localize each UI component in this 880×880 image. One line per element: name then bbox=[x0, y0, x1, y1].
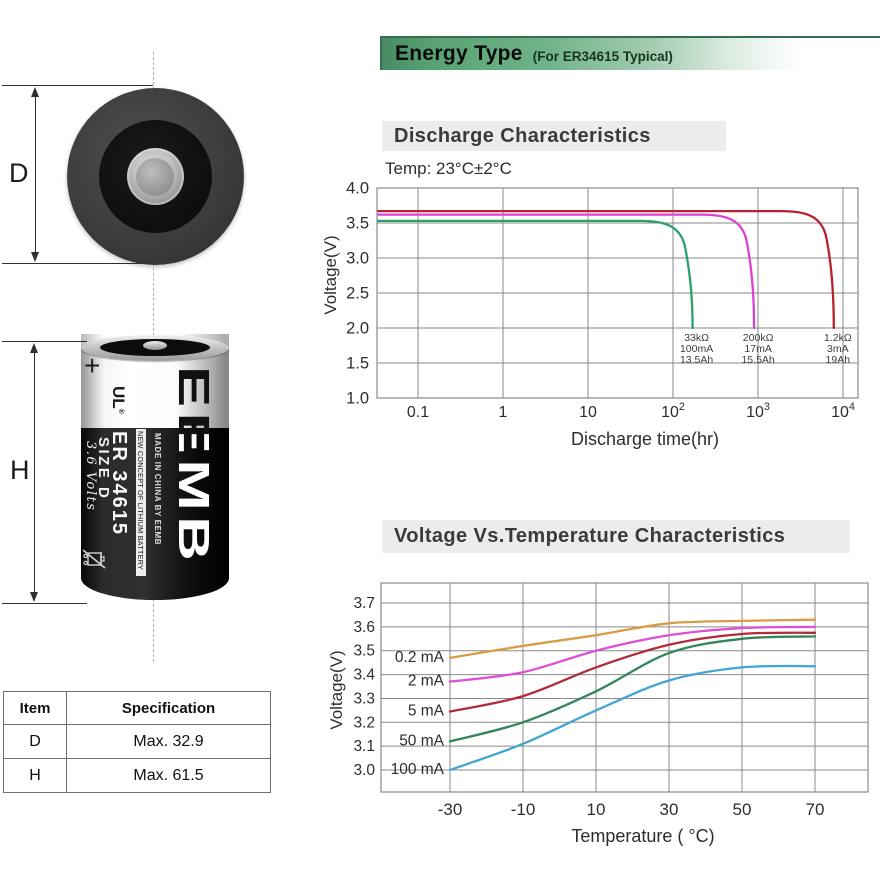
battery-strip-vertical-text: NEW CONCEPT OF LITHIUM BATTERY bbox=[136, 431, 145, 570]
x-tick-label: -10 bbox=[511, 800, 536, 819]
dim-d-arrow-shaft bbox=[34, 93, 36, 256]
x-tick-label: 10 bbox=[587, 800, 606, 819]
series-label: 50 mA bbox=[399, 732, 444, 749]
energy-type-banner: Energy Type (For ER34615 Typical) bbox=[380, 36, 880, 70]
table-row: H Max. 61.5 bbox=[3, 758, 271, 793]
spec-table-header-spec: Specification bbox=[66, 691, 271, 725]
dim-h-arrow-down-icon bbox=[30, 592, 38, 602]
spec-row-h-value: Max. 61.5 bbox=[66, 758, 271, 793]
y-tick-label: 4.0 bbox=[346, 180, 369, 198]
y-tick-label: 3.2 bbox=[353, 714, 375, 731]
series-line-0.2 mA bbox=[448, 618, 817, 660]
spec-row-h-item: H bbox=[3, 758, 67, 793]
y-tick-label: 3.7 bbox=[353, 595, 375, 612]
series-annotation: 15.5Ah bbox=[741, 354, 774, 366]
energy-type-subtitle: (For ER34615 Typical) bbox=[532, 48, 673, 64]
plot-border bbox=[376, 187, 859, 399]
plot-border bbox=[380, 582, 869, 793]
y-tick-label: 3.5 bbox=[346, 215, 369, 233]
dimension-d-label: D bbox=[9, 158, 29, 188]
series-label: 5 mA bbox=[408, 703, 445, 720]
series-label: 2 mA bbox=[408, 673, 445, 690]
series-line-33kΩ 100mA 13.5Ah bbox=[376, 219, 694, 330]
x-tick-label: 104 bbox=[831, 401, 855, 421]
crossed-bin-icon bbox=[82, 549, 106, 569]
series-line-5 mA bbox=[448, 631, 817, 713]
voltage-temp-section-heading: Voltage Vs.Temperature Characteristics bbox=[382, 520, 850, 553]
y-tick-label: 3.0 bbox=[346, 250, 369, 268]
y-tick-label: 1.0 bbox=[346, 390, 369, 408]
y-tick-label: 3.6 bbox=[353, 619, 375, 636]
battery-madein-vertical-text: MADE IN CHINA BY EEMB bbox=[153, 433, 162, 546]
dim-d-top-line bbox=[2, 85, 153, 86]
y-tick-label: 3.1 bbox=[353, 738, 375, 755]
series-annotation: 200kΩ bbox=[743, 332, 774, 344]
series-annotation: 100mA bbox=[680, 343, 713, 355]
series-annotation: 3mA bbox=[827, 343, 849, 355]
spec-table: Item Specification D Max. 32.9 H Max. 61… bbox=[3, 691, 271, 793]
battery-model-vertical-text: ER 34615 bbox=[108, 431, 130, 536]
series-annotation: 1.2kΩ bbox=[824, 332, 852, 344]
y-tick-label: 3.0 bbox=[353, 762, 375, 779]
series-annotation: 19Ah bbox=[826, 354, 851, 366]
discharge-x-axis-label: Discharge time(hr) bbox=[570, 429, 720, 449]
discharge-temp-note: Temp: 23°C±2°C bbox=[385, 159, 512, 178]
spec-row-d-value: Max. 32.9 bbox=[66, 724, 271, 759]
x-tick-label: 1 bbox=[499, 404, 508, 421]
battery-cap-terminal-nub bbox=[143, 341, 167, 350]
battery-body-black bbox=[81, 428, 229, 600]
x-tick-label: 30 bbox=[660, 800, 679, 819]
x-tick-label: 70 bbox=[806, 800, 825, 819]
discharge-chart: 0.1 1 10 102 103 104 4.0 3.5 3.0 2.5 2.0 1.5 1.0 33kΩ… bbox=[346, 180, 859, 421]
dim-h-arrow-shaft bbox=[33, 349, 35, 596]
series-label: 100 mA bbox=[391, 761, 445, 778]
x-tick-label: 10 bbox=[579, 404, 597, 421]
x-tick-label: 102 bbox=[661, 401, 685, 421]
temp-x-axis-label: Temperature ( °C) bbox=[571, 826, 715, 846]
battery-top-terminal-button bbox=[127, 148, 184, 205]
y-tick-label: 3.4 bbox=[353, 667, 375, 684]
brand-logo-vertical: EEMB EEMB bbox=[176, 366, 214, 566]
series-line-1.2kΩ 3mA 19Ah bbox=[376, 209, 835, 330]
y-tick-label: 2.5 bbox=[346, 285, 369, 303]
y-tick-label: 3.5 bbox=[353, 643, 375, 660]
x-tick-label: 50 bbox=[733, 800, 752, 819]
series-line-2 mA bbox=[448, 625, 817, 683]
energy-type-title: Energy Type bbox=[395, 42, 523, 65]
battery-top-terminal-center bbox=[136, 158, 174, 196]
series-line-50 mA bbox=[448, 635, 817, 743]
series-annotation: 33kΩ bbox=[684, 332, 709, 344]
ul-certification-mark: UL® bbox=[109, 386, 128, 414]
plus-terminal-label: + bbox=[84, 350, 101, 381]
x-tick-label: 0.1 bbox=[407, 404, 429, 421]
dim-d-bottom-line bbox=[2, 263, 153, 264]
discharge-y-axis-label: Voltage(V) bbox=[321, 235, 340, 315]
dim-h-bottom-line bbox=[2, 603, 87, 604]
registered-mark: ® bbox=[117, 408, 124, 414]
temp-y-axis-label: Voltage(V) bbox=[327, 650, 346, 730]
voltage-temperature-chart: -30 -10 10 30 50 70 3.7 3.6 3.5 3.4 3.3 3.2 3.1 3.0 0.… bbox=[353, 582, 869, 819]
y-tick-label: 3.3 bbox=[353, 690, 375, 707]
series-label: 0.2 mA bbox=[395, 649, 445, 666]
y-tick-label: 1.5 bbox=[346, 355, 369, 373]
x-tick-label: -30 bbox=[438, 800, 463, 819]
series-line-200kΩ 17mA 15.5Ah bbox=[376, 213, 756, 330]
series-annotation: 13.5Ah bbox=[680, 354, 713, 366]
spec-row-d-item: D bbox=[3, 724, 67, 759]
series-annotation: 17mA bbox=[744, 343, 771, 355]
spec-table-header-row: Item Specification bbox=[3, 691, 271, 725]
dim-h-top-line bbox=[2, 341, 87, 342]
table-row: D Max. 32.9 bbox=[3, 724, 271, 759]
dimension-h-label: H bbox=[10, 455, 30, 485]
dim-h-arrow-up-icon bbox=[30, 343, 38, 353]
discharge-section-heading: Discharge Characteristics bbox=[382, 121, 726, 151]
spec-table-header-item: Item bbox=[3, 691, 67, 725]
series-line-100 mA bbox=[448, 664, 817, 772]
x-tick-label: 103 bbox=[746, 401, 770, 421]
dim-d-arrow-up-icon bbox=[31, 87, 39, 97]
y-tick-label: 2.0 bbox=[346, 320, 369, 338]
battery-white-strip bbox=[136, 429, 146, 576]
dim-d-arrow-down-icon bbox=[31, 252, 39, 262]
